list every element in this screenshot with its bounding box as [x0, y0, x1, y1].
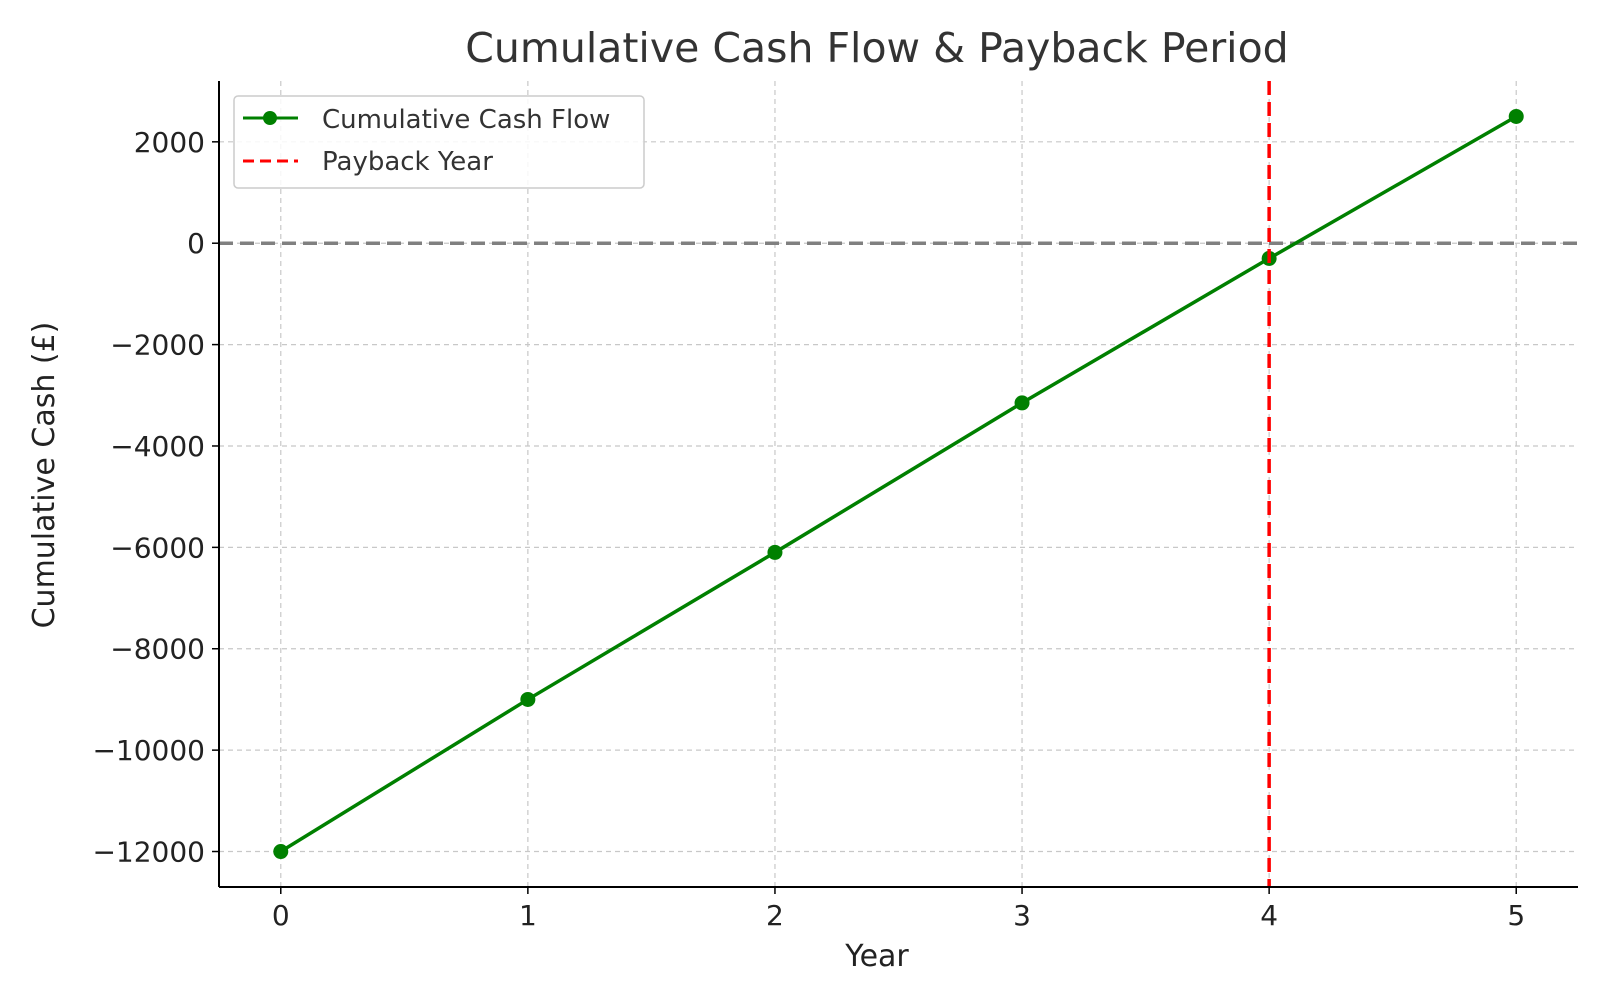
chart-title: Cumulative Cash Flow & Payback Period [465, 24, 1288, 72]
y-tick-label: −2000 [110, 329, 205, 362]
x-tick-label: 4 [1260, 899, 1278, 932]
x-axis-label: Year [844, 939, 909, 974]
y-axis-label: Cumulative Cash (£) [27, 322, 62, 629]
y-tick-label: −10000 [92, 734, 205, 767]
data-point [520, 691, 536, 707]
data-point [767, 544, 783, 560]
x-tick-label: 3 [1013, 899, 1031, 932]
x-tick-label: 1 [519, 899, 537, 932]
y-tick-label: −12000 [92, 836, 205, 869]
x-tick-label: 2 [766, 899, 784, 932]
cumulative-cash-flow-line [279, 114, 1518, 854]
axes [212, 81, 1578, 894]
legend-marker-swatch [263, 111, 277, 125]
y-tick-label: −6000 [110, 531, 205, 564]
legend: Cumulative Cash Flow Payback Year [233, 95, 645, 189]
y-tick-label: −4000 [110, 430, 205, 463]
series-layer [273, 108, 1524, 860]
data-point [1014, 395, 1030, 411]
y-tick-label: −8000 [110, 633, 205, 666]
legend-box [233, 95, 645, 189]
data-point [273, 844, 289, 860]
y-tick-label: 2000 [134, 126, 205, 159]
data-point [1508, 108, 1524, 124]
tick-labels: 0 1 2 3 4 5 2000 0 −2000 −4000 −6000 −8000 −10000 −12… [92, 126, 1525, 932]
y-tick-label: 0 [187, 227, 205, 260]
legend-entry-payback-year: Payback Year [322, 147, 493, 177]
x-tick-label: 5 [1507, 899, 1525, 932]
legend-entry-cumulative-cash-flow: Cumulative Cash Flow [322, 105, 610, 135]
x-tick-label: 0 [272, 899, 290, 932]
